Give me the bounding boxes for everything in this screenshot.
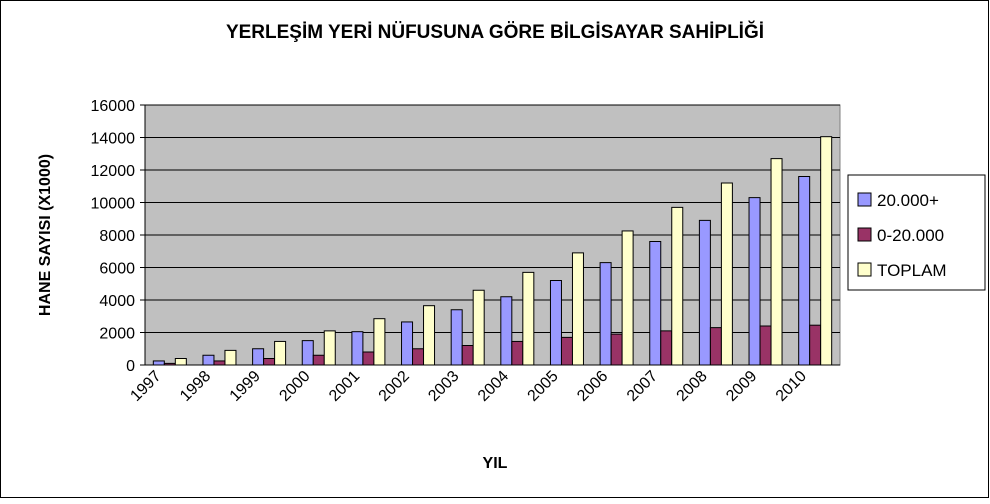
bar <box>472 289 485 366</box>
y-tick-label: 16000 <box>91 98 136 115</box>
bar <box>423 305 436 366</box>
bar <box>610 333 623 366</box>
y-tick-label: 0 <box>126 358 135 375</box>
bar <box>461 345 474 366</box>
bar <box>450 309 463 366</box>
legend-label: TOPLAM <box>877 261 947 280</box>
bar <box>274 340 287 366</box>
bar <box>698 219 711 366</box>
bar <box>709 327 722 366</box>
y-tick-label: 12000 <box>91 163 136 180</box>
bar <box>213 360 226 366</box>
bar <box>549 280 562 366</box>
bar <box>174 358 187 366</box>
bar <box>152 360 165 366</box>
bar <box>301 340 314 366</box>
y-tick-label: 8000 <box>99 228 135 245</box>
y-axis-label: HANE SAYISI (X1000) <box>37 154 54 316</box>
legend-label: 20.000+ <box>877 191 939 210</box>
y-tick-label: 6000 <box>99 261 135 278</box>
bar <box>720 182 733 366</box>
bar <box>599 262 612 366</box>
bar <box>660 330 673 366</box>
bar <box>522 271 535 366</box>
bar <box>770 158 783 366</box>
bar <box>809 324 822 366</box>
y-tick-label: 10000 <box>91 196 136 213</box>
bar <box>351 331 364 366</box>
bar <box>649 241 662 366</box>
bar <box>373 318 386 366</box>
bar <box>412 348 425 366</box>
bar <box>820 136 833 366</box>
bar <box>571 252 584 366</box>
x-axis-label: YIL <box>483 455 508 472</box>
legend-swatch <box>857 262 872 277</box>
bar <box>401 321 414 366</box>
legend-label: 0-20.000 <box>877 226 944 245</box>
bar <box>252 348 265 366</box>
bar <box>621 230 634 366</box>
bar <box>560 336 573 366</box>
bar <box>798 176 811 366</box>
bar <box>748 197 761 366</box>
y-tick-label: 4000 <box>99 293 135 310</box>
chart-title: YERLEŞİM YERİ NÜFUSUNA GÖRE BİLGİSAYAR S… <box>226 21 764 43</box>
bar <box>224 349 237 366</box>
y-tick-label: 14000 <box>91 131 136 148</box>
bar <box>500 296 513 366</box>
bar <box>323 330 336 366</box>
bar <box>362 351 375 366</box>
bar <box>312 354 325 366</box>
legend-swatch <box>857 227 872 242</box>
bar <box>511 340 524 366</box>
y-tick-label: 2000 <box>99 326 135 343</box>
legend-swatch <box>857 192 872 207</box>
bar <box>671 206 684 366</box>
bar <box>759 325 772 366</box>
bar <box>202 354 215 366</box>
bar <box>263 358 276 366</box>
